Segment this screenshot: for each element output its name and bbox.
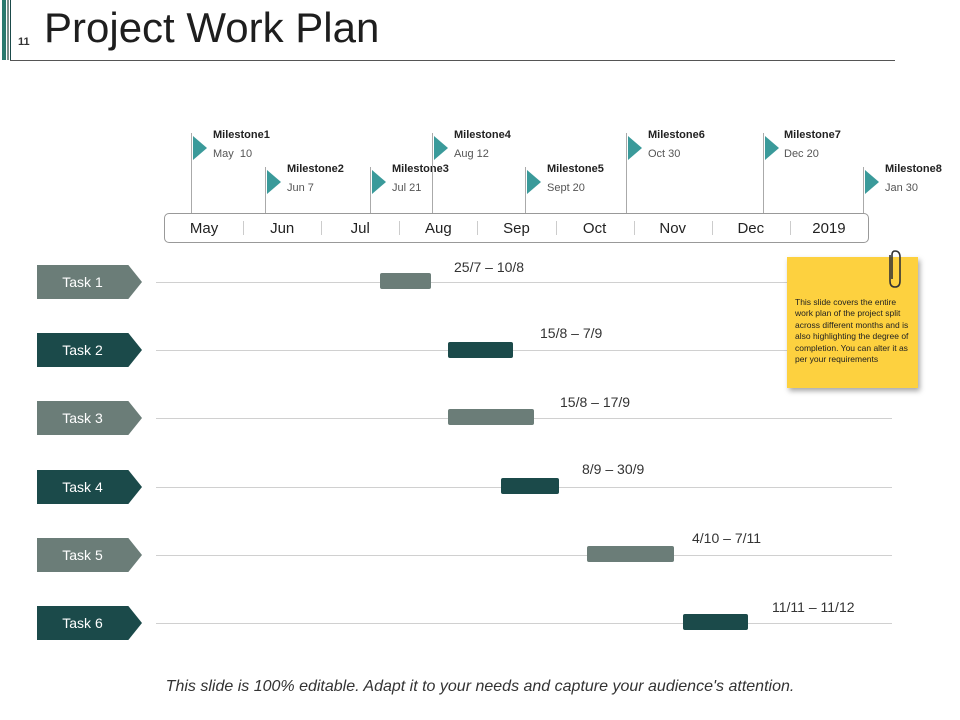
milestone-date: May 10 bbox=[213, 148, 253, 160]
milestone-stem bbox=[265, 167, 266, 213]
milestone-date: Oct 30 bbox=[648, 148, 681, 160]
month-axis: May Jun Jul Aug Sep Oct Nov Dec 2019 bbox=[164, 213, 869, 243]
accent-bar-1 bbox=[2, 0, 6, 60]
task-gridline bbox=[156, 555, 892, 556]
footer-caption: This slide is 100% editable. Adapt it to… bbox=[165, 678, 795, 695]
milestone-name: Milestone5 bbox=[547, 163, 604, 175]
task-range: 11/11 – 11/12 bbox=[772, 599, 855, 615]
task-range: 15/8 – 7/9 bbox=[540, 325, 603, 341]
task-label: Task 4 bbox=[37, 470, 142, 504]
milestone-name: Milestone7 bbox=[784, 129, 841, 141]
slide-number: 11 bbox=[18, 36, 30, 48]
month-label: 2019 bbox=[789, 214, 868, 242]
accent-bar-3 bbox=[10, 0, 11, 60]
milestone-date: Aug 12 bbox=[454, 148, 489, 160]
triangle-flag-icon bbox=[628, 136, 642, 160]
milestone-stem bbox=[191, 133, 192, 213]
milestone-date: Jan 30 bbox=[885, 182, 919, 194]
month-label: Dec bbox=[711, 214, 790, 242]
task-range: 25/7 – 10/8 bbox=[454, 259, 525, 275]
milestone-stem bbox=[626, 133, 627, 213]
milestone-date: Dec 20 bbox=[784, 148, 819, 160]
milestone-stem bbox=[432, 133, 433, 213]
task-bar bbox=[380, 273, 431, 289]
milestone-date: Jul 21 bbox=[392, 182, 422, 194]
triangle-flag-icon bbox=[372, 170, 386, 194]
task-bar bbox=[587, 546, 674, 562]
milestone-stem bbox=[763, 133, 764, 213]
task-label: Task 3 bbox=[37, 401, 142, 435]
sticky-note: This slide covers the entire work plan o… bbox=[787, 257, 918, 388]
triangle-flag-icon bbox=[434, 136, 448, 160]
task-bar bbox=[501, 478, 559, 494]
accent-bar-2 bbox=[7, 0, 9, 60]
milestone-name: Milestone1 bbox=[213, 129, 270, 141]
milestone-date: Sept 20 bbox=[547, 182, 585, 194]
paperclip-icon bbox=[889, 250, 901, 288]
task-gridline bbox=[156, 282, 892, 283]
task-bar bbox=[448, 342, 513, 358]
task-label: Task 5 bbox=[37, 538, 142, 572]
milestone-name: Milestone8 bbox=[885, 163, 942, 175]
task-bar bbox=[683, 614, 748, 630]
month-label: May bbox=[189, 219, 219, 237]
month-label: Sep bbox=[477, 214, 555, 242]
task-range: 4/10 – 7/11 bbox=[692, 530, 762, 546]
triangle-flag-icon bbox=[193, 136, 207, 160]
milestone-stem bbox=[525, 167, 526, 213]
month-label: Oct bbox=[555, 214, 634, 242]
task-label: Task 2 bbox=[37, 333, 142, 367]
milestone-name: Milestone3 bbox=[392, 163, 449, 175]
triangle-flag-icon bbox=[765, 136, 779, 160]
month-label: Jun bbox=[243, 214, 321, 242]
triangle-flag-icon bbox=[267, 170, 281, 194]
task-gridline bbox=[156, 350, 892, 351]
task-range: 8/9 – 30/9 bbox=[582, 461, 645, 477]
milestone-stem bbox=[863, 167, 864, 213]
task-bar bbox=[448, 409, 534, 425]
triangle-flag-icon bbox=[527, 170, 541, 194]
milestone-date: Jun 7 bbox=[287, 182, 314, 194]
month-label: Aug bbox=[399, 214, 477, 242]
task-gridline bbox=[156, 623, 892, 624]
milestone-name: Milestone6 bbox=[648, 129, 705, 141]
task-label: Task 1 bbox=[37, 265, 142, 299]
task-label: Task 6 bbox=[37, 606, 142, 640]
page-title: Project Work Plan bbox=[44, 4, 380, 51]
milestone-name: Milestone4 bbox=[454, 129, 511, 141]
month-label: Jul bbox=[321, 214, 399, 242]
task-range: 15/8 – 17/9 bbox=[560, 394, 631, 410]
milestone-name: Milestone2 bbox=[287, 163, 344, 175]
month-label: Nov bbox=[633, 214, 712, 242]
milestone-stem bbox=[370, 167, 371, 213]
title-divider bbox=[10, 60, 895, 61]
triangle-flag-icon bbox=[865, 170, 879, 194]
